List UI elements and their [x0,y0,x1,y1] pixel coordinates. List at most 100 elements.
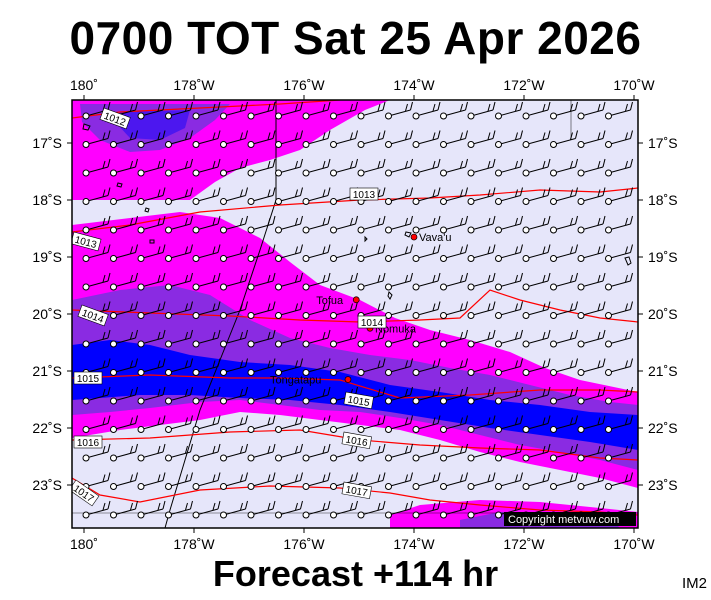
wind-barb [550,272,578,291]
coastline [82,123,632,328]
forecast-label: Forecast +114 hr [212,553,499,594]
wind-barb [412,215,441,234]
lat-label-left: 17˚S [32,135,62,151]
wind-barb [137,272,166,291]
wind-barb [110,500,138,519]
wind-barb [165,244,193,262]
wind-barb [357,244,386,262]
wind-barb [137,101,166,120]
wind-barb [302,500,331,519]
wind-barb [577,415,606,433]
wind-barb [247,130,276,148]
wind-barb [165,215,193,234]
wind-barb [522,472,551,490]
wind-barb [220,272,248,291]
wind-barb [302,101,331,120]
wind-barb [357,130,386,148]
wind-barb [302,130,331,148]
wind-barb [247,301,276,319]
wind-barb [440,101,468,120]
wind-barb [165,415,193,433]
wind-barb [220,130,248,148]
wind-barb [495,329,523,348]
wind-barb [440,358,468,376]
wind-barb [412,272,441,291]
axis-ticks: 180˚ 180˚ 178˚W 178˚W 176˚W 176˚W 174˚W 174˚W 17… [32,77,677,552]
wind-barb [385,244,413,262]
wind-barb [522,187,551,205]
wind-barb [550,472,578,490]
wind-barb [275,130,303,148]
wind-barb [165,272,193,291]
lat-label-left: 18˚S [32,192,62,208]
wind-barb [137,500,166,519]
wind-barb [165,386,193,405]
wind-barb [137,187,166,205]
wind-barb [385,386,413,405]
wind-barb [550,443,578,462]
wind-barb [577,272,606,291]
wind-barb [82,187,111,205]
wind-barb [220,500,248,519]
wind-barb [330,500,358,519]
wind-barb [220,329,248,348]
lat-label-left: 22˚S [32,420,62,436]
wind-barb [82,386,111,405]
wind-barb [522,158,551,177]
wind-barb [440,443,468,462]
wind-barb [247,101,276,120]
wind-barb [385,187,413,205]
wind-barb [330,101,358,120]
place-marker [352,296,360,304]
svg-text:1015: 1015 [347,394,371,409]
wind-barb [550,215,578,234]
wind-barb [385,272,413,291]
wind-barb [165,329,193,348]
wind-barb [110,130,138,148]
lon-label-bottom: 178˚W [173,536,215,552]
wind-barb [467,244,496,262]
wind-barb [302,443,331,462]
wind-barb [275,358,303,376]
svg-text:1013: 1013 [353,190,376,201]
wind-barb [275,272,303,291]
wind-barb [330,158,358,177]
wind-barb [495,301,523,319]
wind-barb [110,415,138,433]
wind-barb [192,187,221,205]
lat-label-right: 20˚S [648,306,678,322]
wind-barb [440,301,468,319]
wind-barb [330,215,358,234]
wind-barb [440,130,468,148]
wind-barb [495,358,523,376]
svg-text:1015: 1015 [77,374,100,385]
wind-barb [247,472,276,490]
wind-barb [275,443,303,462]
wind-barb [82,329,111,348]
wind-barb [577,244,606,262]
lat-label-right: 19˚S [648,249,678,265]
wind-barb [385,500,413,519]
wind-barb [550,244,578,262]
svg-text:1016: 1016 [345,434,369,449]
wind-barb [577,358,606,376]
wind-barb [495,472,523,490]
wind-barb [495,215,523,234]
isobar-label: 1017 [341,481,372,499]
wind-barb [522,329,551,348]
isobar-label: 1015 [343,391,374,409]
wind-barb [412,443,441,462]
wind-barb [522,101,551,120]
wind-barb [275,472,303,490]
wind-barb [165,500,193,519]
wind-barb [165,130,193,148]
wind-barb [412,130,441,148]
wind-barb [550,130,578,148]
wind-barb [440,386,468,405]
wind-barb [110,301,138,319]
wind-barb [330,301,358,319]
wind-barb [385,329,413,348]
wind-barb [137,215,166,234]
isobar-1014 [72,289,638,323]
wind-barb [137,358,166,376]
